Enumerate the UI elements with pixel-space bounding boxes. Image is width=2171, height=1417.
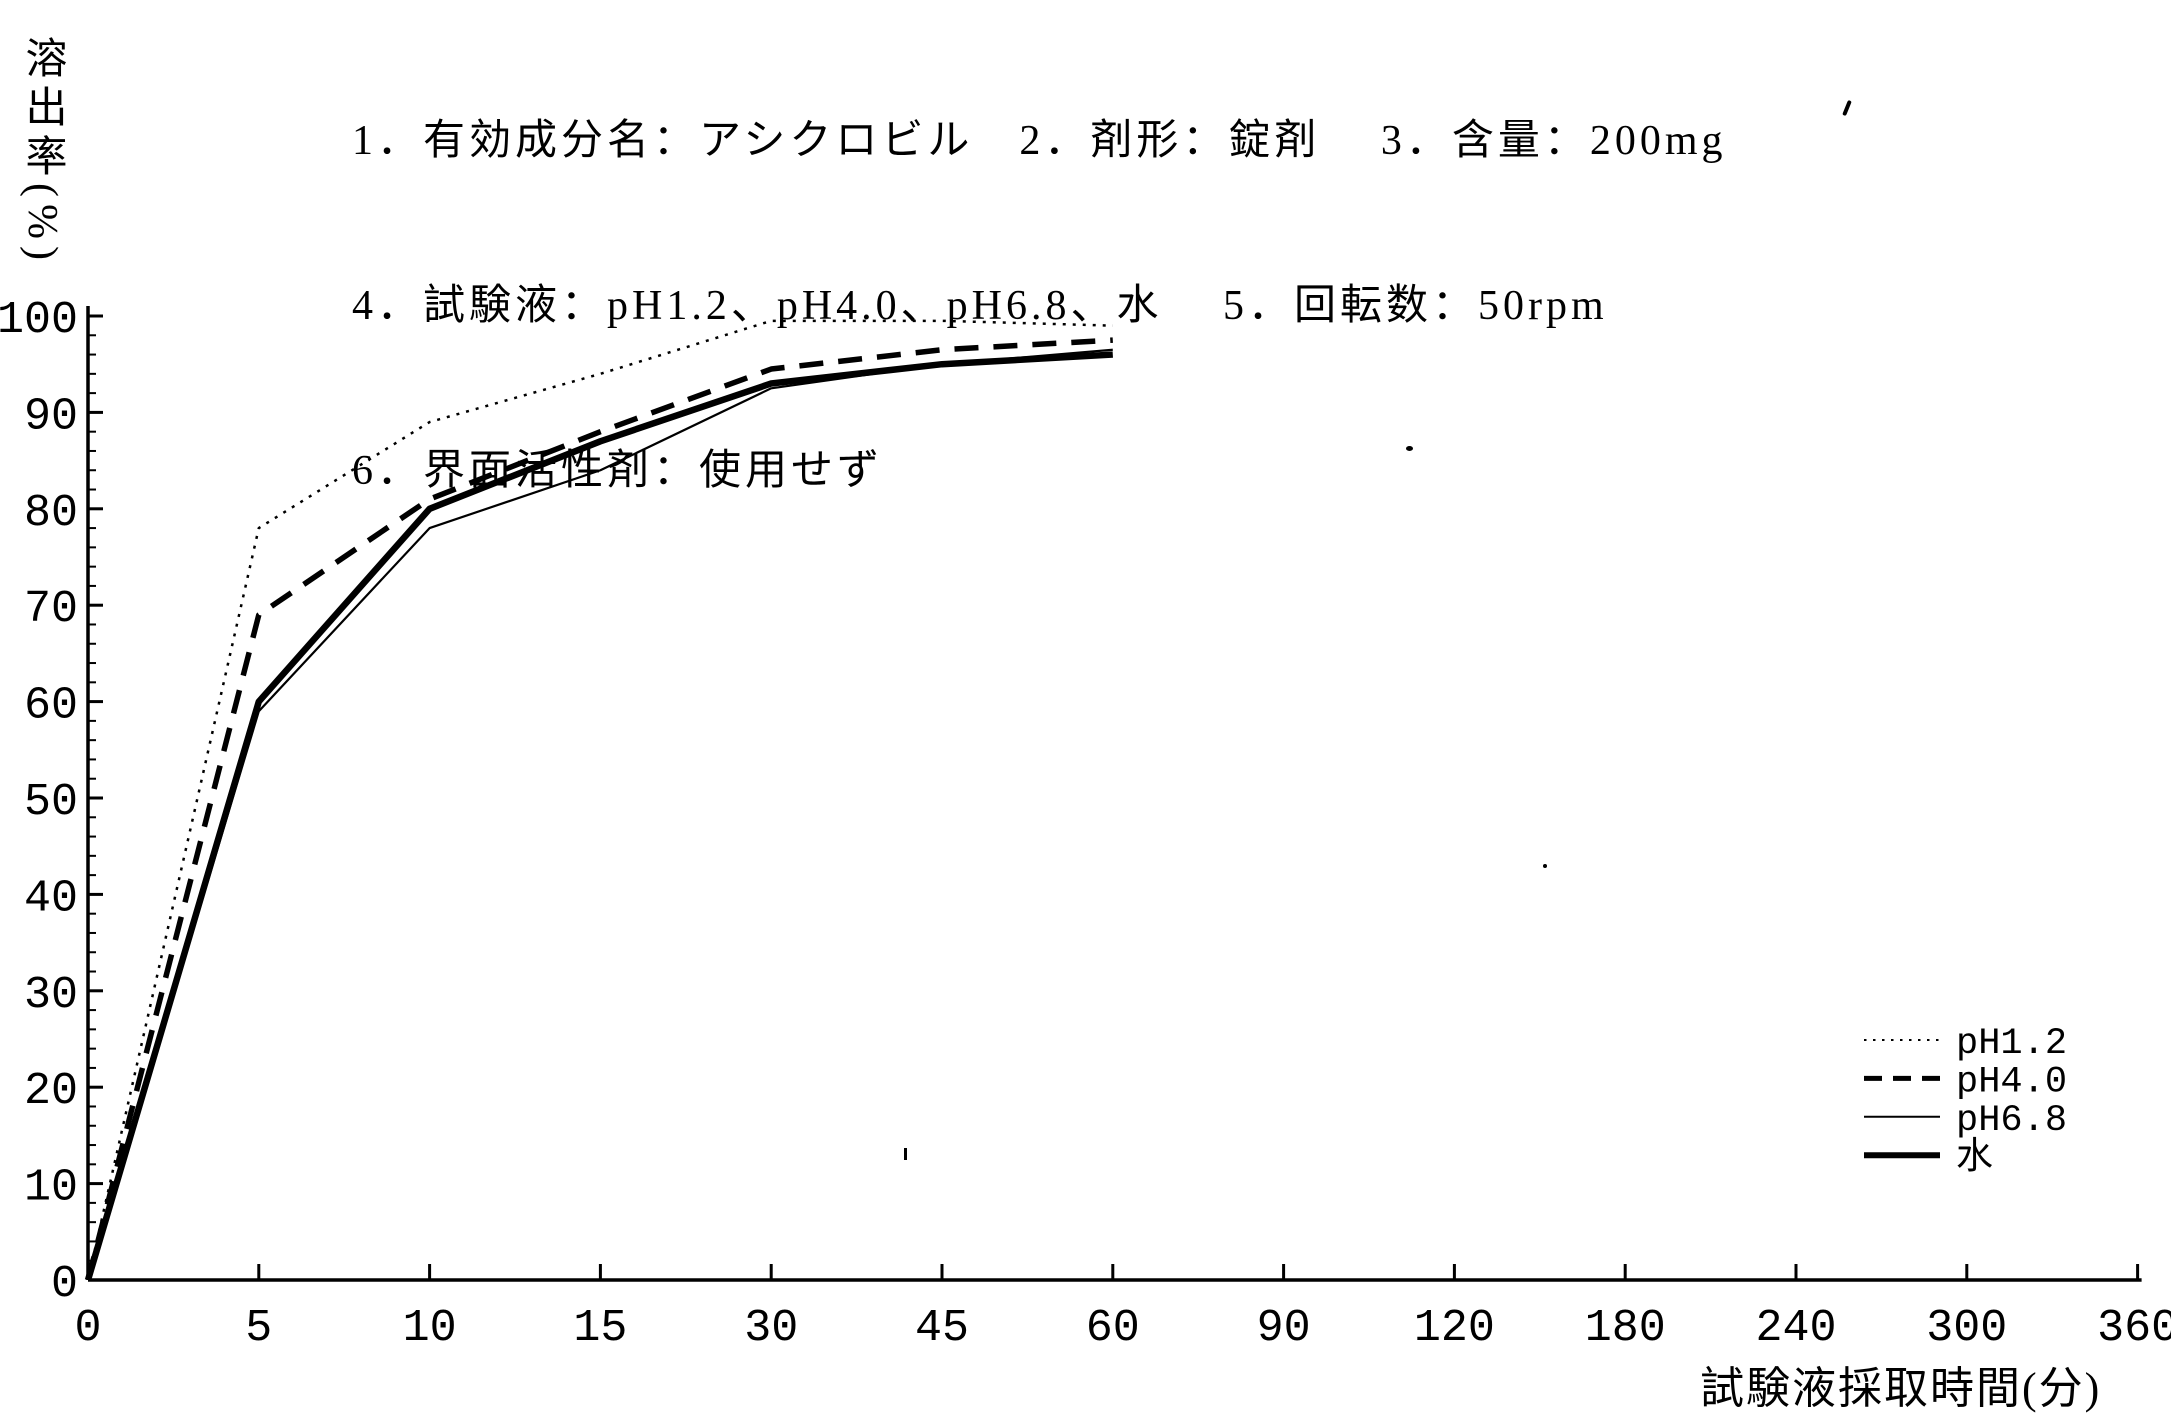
y-tick-label: 100 [0, 295, 78, 346]
y-tick-label: 90 [24, 391, 78, 442]
header-line-1: 1．有効成分名：アシクロビル 2．剤形：錠剤 3．含量：200mg [352, 118, 1727, 164]
y-tick-label: 10 [24, 1163, 78, 1214]
y-tick-label: 70 [24, 584, 78, 635]
y-tick-label: 40 [24, 873, 78, 924]
y-axis-title: 溶出率(%) [19, 36, 65, 267]
series-line-2-pH6.8 [86, 348, 1113, 1281]
test-conditions-header: 1．有効成分名：アシクロビル 2．剤形：錠剤 3．含量：200mg 4．試験液：… [352, 4, 1727, 609]
y-tick-label: 50 [24, 777, 78, 828]
y-tick-label: 60 [24, 681, 78, 732]
x-tick-label: 300 [1926, 1303, 2007, 1354]
series-line-3-水 [84, 351, 1113, 1281]
x-tick-label: 45 [915, 1303, 969, 1354]
y-tick-label: 80 [24, 488, 78, 539]
x-tick-label: 120 [1414, 1303, 1495, 1354]
x-tick-label: 60 [1086, 1303, 1140, 1354]
x-tick-label: 240 [1755, 1303, 1836, 1354]
legend-label-水: 水 [1956, 1136, 1993, 1180]
legend-label-pH1.2: pH1.2 [1956, 1023, 2067, 1065]
x-tick-label: 30 [744, 1303, 798, 1354]
legend-label-pH4.0: pH4.0 [1956, 1061, 2067, 1103]
scan-artifact [1543, 864, 1547, 868]
x-tick-label: 360 [2097, 1303, 2171, 1354]
series-line-0-pH1.2 [86, 319, 1113, 1281]
x-tick-label: 180 [1585, 1303, 1666, 1354]
x-tick-label: 5 [245, 1303, 272, 1354]
legend-label-pH6.8: pH6.8 [1956, 1100, 2067, 1142]
x-tick-label: 90 [1257, 1303, 1311, 1354]
series-line-1-pH4.0 [85, 337, 1113, 1281]
x-tick-label: 10 [403, 1303, 457, 1354]
scan-artifact [904, 1148, 907, 1160]
x-axis-title: 試験液採取時間(分) [1700, 1364, 2102, 1413]
header-line-3: 6．界面活性剤：使用せず [352, 448, 884, 494]
y-tick-label: 0 [51, 1259, 78, 1310]
x-tick-label: 15 [573, 1303, 627, 1354]
scan-artifact [1406, 446, 1413, 451]
y-tick-label: 20 [24, 1066, 78, 1117]
header-line-2: 4．試験液：pH1.2、pH4.0、pH6.8、水 5．回転数：50rpm [352, 283, 1608, 329]
y-tick-label: 30 [24, 970, 78, 1021]
x-tick-label: 0 [74, 1303, 101, 1354]
